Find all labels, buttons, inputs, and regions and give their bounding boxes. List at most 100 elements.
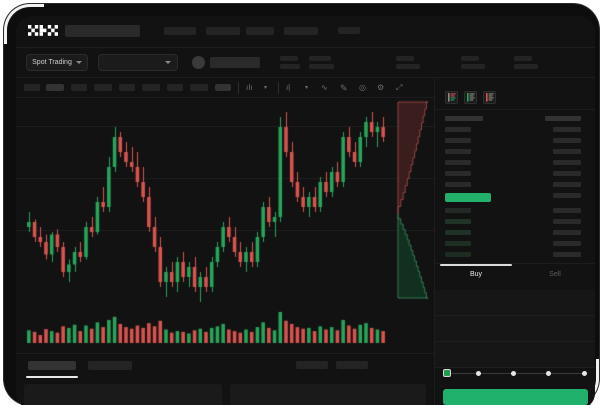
volume-canvas — [16, 306, 434, 351]
tab-buy[interactable]: Buy — [469, 271, 483, 278]
orderbook-last-price[interactable] — [445, 193, 491, 202]
orderbook-row[interactable] — [445, 219, 471, 224]
bezel-highlight-top-left — [4, 4, 44, 44]
orderbook-row[interactable] — [445, 171, 471, 176]
orderbook-row[interactable] — [445, 252, 471, 257]
okx-logo-icon[interactable] — [28, 25, 58, 36]
orderbook-row[interactable] — [445, 127, 471, 132]
orderbook-row[interactable] — [445, 138, 471, 143]
indicators-icon[interactable]: ıIı — [246, 83, 253, 92]
device-frame: Spot Trading — [4, 4, 599, 405]
right-sidebar: Buy Sell — [434, 78, 595, 405]
order-form-tabs: Buy Sell — [435, 263, 595, 289]
fullscreen-icon[interactable]: ⤢ — [396, 83, 403, 92]
orderbook-mode-group[interactable] — [445, 91, 496, 104]
stat-value-2 — [309, 64, 334, 69]
line-tool-icon[interactable]: ∿ — [321, 83, 328, 92]
orderbook-row[interactable] — [445, 208, 471, 213]
orderbook-header-divider — [435, 109, 595, 110]
stat-label-4 — [461, 56, 479, 61]
orderbook-right-row — [553, 171, 581, 176]
order-type-field[interactable] — [435, 290, 595, 316]
market-type-dropdown[interactable]: Spot Trading — [26, 54, 88, 71]
orderbook-right-row — [553, 208, 581, 213]
header-nav-item-4[interactable] — [246, 27, 274, 35]
coin-avatar — [192, 56, 205, 69]
orders-action-1[interactable] — [296, 361, 328, 369]
orders-empty-box-left — [24, 384, 222, 405]
slider-stop-25[interactable] — [476, 371, 481, 376]
orderbook-asks-icon[interactable] — [483, 91, 496, 104]
orderbook-right-row — [545, 116, 581, 121]
stat-value-1 — [280, 64, 300, 69]
orderbook-row[interactable] — [445, 241, 471, 246]
market-subheader: Spot Trading — [16, 48, 595, 78]
interval-5m-active[interactable] — [46, 84, 64, 91]
chart-type-caret-icon[interactable]: ▾ — [305, 85, 309, 91]
orderbook-row[interactable] — [445, 230, 471, 235]
orders-panel — [16, 353, 434, 405]
price-chart-area[interactable] — [16, 98, 434, 353]
slider-stop-50[interactable] — [511, 371, 516, 376]
orderbook-right-row — [553, 149, 581, 154]
trading-pair-select[interactable] — [98, 54, 178, 71]
amount-field[interactable] — [435, 342, 595, 368]
interval-30m[interactable] — [94, 84, 112, 91]
interval-15m[interactable] — [71, 84, 87, 91]
orderbook-row[interactable] — [445, 149, 471, 154]
header-nav-item-6[interactable] — [338, 27, 360, 34]
orders-empty-box-right — [230, 384, 426, 405]
orders-tab-history[interactable] — [88, 361, 132, 370]
orderbook-right-row — [553, 193, 581, 198]
orders-action-2[interactable] — [336, 361, 368, 369]
amount-slider-handle[interactable] — [443, 369, 451, 377]
interval-4h[interactable] — [142, 84, 160, 91]
orders-tab-open[interactable] — [28, 361, 76, 370]
orderbook-right-row — [553, 138, 581, 143]
slider-stop-100[interactable] — [582, 371, 587, 376]
header-nav-item-2[interactable] — [164, 27, 196, 35]
interval-1d[interactable] — [167, 84, 183, 91]
orders-tab-active-underline — [26, 376, 78, 378]
settings-gear-icon[interactable]: ⚙ — [377, 83, 385, 92]
tab-sell[interactable]: Sell — [549, 271, 561, 278]
pair-name-placeholder — [210, 57, 260, 68]
orderbook-right-row — [553, 182, 581, 187]
orderbook-right-row — [553, 252, 581, 257]
header-nav-item-5[interactable] — [284, 27, 318, 35]
orderbook-both-icon[interactable] — [445, 91, 458, 104]
depth-chart — [396, 98, 434, 308]
camera-icon[interactable]: ◎ — [359, 83, 366, 92]
market-type-label: Spot Trading — [32, 59, 72, 66]
header-nav-item-3[interactable] — [206, 27, 240, 35]
stat-value-4 — [461, 64, 485, 69]
price-field[interactable] — [435, 316, 595, 342]
interval-1h[interactable] — [119, 84, 135, 91]
chevron-down-icon[interactable]: ▾ — [264, 85, 268, 91]
interval-more[interactable] — [215, 84, 231, 91]
draw-pencil-icon[interactable]: ✎ — [340, 83, 348, 93]
slider-stop-75[interactable] — [546, 371, 551, 376]
orderbook-bids-icon[interactable] — [464, 91, 477, 104]
app-header — [16, 16, 595, 48]
orderbook-bottom-divider — [435, 263, 595, 264]
buy-tab-underline — [440, 264, 512, 266]
stat-label-3 — [396, 56, 414, 61]
orderbook-row[interactable] — [445, 182, 471, 187]
stat-label-5 — [514, 56, 532, 61]
submit-buy-button[interactable] — [443, 389, 588, 405]
orderbook-row[interactable] — [445, 160, 471, 165]
chart-type-icon[interactable]: ıl̦ — [286, 83, 290, 92]
interval-1w[interactable] — [190, 84, 208, 91]
stat-label-1 — [280, 56, 298, 61]
candlestick-canvas[interactable] — [16, 98, 434, 308]
amount-slider-track[interactable] — [447, 373, 587, 374]
chevron-down-icon — [75, 61, 82, 64]
orderbook-row[interactable] — [445, 116, 483, 121]
stat-value-5 — [514, 64, 538, 69]
header-nav-item-1[interactable] — [65, 25, 140, 37]
interval-1m[interactable] — [24, 84, 40, 91]
orderbook-right-row — [553, 219, 581, 224]
orderbook-right-row — [553, 127, 581, 132]
